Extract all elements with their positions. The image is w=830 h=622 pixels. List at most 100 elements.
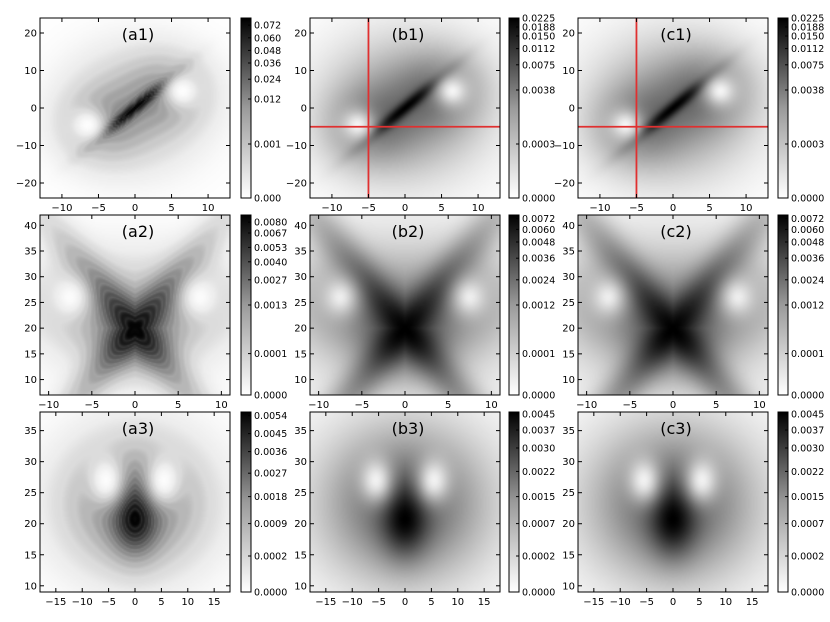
colorbar-tick-label: 0.048 xyxy=(254,46,281,57)
x-tick-label: −5 xyxy=(622,400,637,411)
colorbar-tick-label: 0.072 xyxy=(254,21,281,32)
x-tick-label: 5 xyxy=(438,203,444,214)
panel-a2: −10 −5 0 5 10 10 15 20 25 30 35 40 (a2) 0.0000 0.0001 0… xyxy=(24,214,287,411)
y-tick-label: 10 xyxy=(562,581,575,592)
x-tick-label: 5 xyxy=(158,597,164,608)
colorbar-tick-label: 0.0000 xyxy=(522,194,555,205)
colorbar xyxy=(240,411,252,593)
y-tick-label: 20 xyxy=(24,324,37,335)
heatmap-c3 xyxy=(578,412,768,592)
y-tick-label: 20 xyxy=(294,519,307,530)
panel-a3: −15 −10 −5 0 5 10 15 10 15 20 25 30 35 (a3) 0.0000 0.00… xyxy=(24,411,287,608)
colorbar-tick-label: 0.0188 xyxy=(522,23,555,34)
y-tick-label: 30 xyxy=(562,272,575,283)
y-tick-label: −20 xyxy=(554,179,575,190)
colorbar-tick-label: 0.0048 xyxy=(791,238,824,249)
y-tick-label: 20 xyxy=(24,519,37,530)
colorbar-tick-label: 0.0036 xyxy=(254,447,287,458)
colorbar-tick-label: 0.0075 xyxy=(522,60,555,71)
colorbar-tick-label: 0.0012 xyxy=(522,301,555,312)
x-tick-label: −5 xyxy=(371,597,386,608)
y-tick-label: 10 xyxy=(294,66,307,77)
y-tick-label: 15 xyxy=(24,349,37,360)
colorbar-tick-label: 0.0225 xyxy=(791,14,824,25)
x-tick-label: 10 xyxy=(472,203,485,214)
y-tick-label: 35 xyxy=(24,247,37,258)
panel-b2: −10 −5 0 5 10 10 15 20 25 30 35 40 (b2) 0.0000 0.0001 0… xyxy=(294,214,555,411)
colorbar-tick-label: 0.0053 xyxy=(254,243,287,254)
colorbar-tick-label: 0.012 xyxy=(254,95,281,106)
colorbar-tick-label: 0.0001 xyxy=(791,349,824,360)
x-tick-label: 5 xyxy=(713,400,719,411)
colorbar-tick-label: 0.036 xyxy=(254,59,281,70)
panel-c2: −10 −5 0 5 10 10 15 20 25 30 35 40 (c2) 0.0000 0.0001 0… xyxy=(562,214,824,411)
colorbar-tick-label: 0.0000 xyxy=(791,194,824,205)
y-tick-label: 40 xyxy=(562,221,575,232)
y-tick-label: 35 xyxy=(562,247,575,258)
colorbar-tick-label: 0.0024 xyxy=(791,275,824,286)
colorbar-tick-label: 0.0072 xyxy=(522,214,555,225)
x-tick-label: 5 xyxy=(445,400,451,411)
colorbar-tick-label: 0.0038 xyxy=(791,86,824,97)
x-tick-label: 0 xyxy=(132,203,138,214)
colorbar-tick-label: 0.0018 xyxy=(254,492,287,503)
panel-title: (a3) xyxy=(122,419,154,438)
y-tick-label: 30 xyxy=(24,272,37,283)
y-tick-label: 15 xyxy=(294,349,307,360)
colorbar-tick-label: 0.0030 xyxy=(522,444,555,455)
heatmap-b3 xyxy=(310,412,500,592)
colorbar-tick-label: 0.024 xyxy=(254,75,281,86)
x-tick-label: 5 xyxy=(175,400,181,411)
y-tick-label: 20 xyxy=(24,29,37,40)
colorbar-tick-label: 0.0075 xyxy=(791,60,824,71)
y-tick-label: 10 xyxy=(294,581,307,592)
colorbar xyxy=(777,411,789,593)
colorbar-tick-label: 0.0003 xyxy=(522,140,555,151)
x-tick-label: −15 xyxy=(45,597,66,608)
colorbar-tick-label: 0.0002 xyxy=(791,552,824,563)
y-tick-label: 0 xyxy=(569,104,575,115)
heatmap-b2 xyxy=(310,215,500,395)
x-tick-label: −15 xyxy=(583,597,604,608)
x-tick-label: −5 xyxy=(361,203,376,214)
y-tick-label: 35 xyxy=(294,247,307,258)
y-tick-label: 25 xyxy=(562,298,575,309)
y-tick-label: 35 xyxy=(24,426,37,437)
x-tick-label: 10 xyxy=(719,597,732,608)
x-tick-label: 10 xyxy=(202,203,215,214)
x-tick-label: −5 xyxy=(101,597,116,608)
y-tick-label: 15 xyxy=(24,550,37,561)
y-tick-label: 10 xyxy=(562,375,575,386)
colorbar-tick-label: 0.0009 xyxy=(254,519,287,530)
panel-title: (b1) xyxy=(392,25,425,44)
x-tick-label: 10 xyxy=(181,597,194,608)
y-tick-label: 20 xyxy=(294,324,307,335)
y-tick-label: 35 xyxy=(562,426,575,437)
colorbar-tick-label: 0.0040 xyxy=(254,257,287,268)
panel-title: (c2) xyxy=(660,222,691,241)
x-tick-label: −10 xyxy=(308,400,329,411)
colorbar-tick-label: 0.0112 xyxy=(522,44,555,55)
colorbar-tick-label: 0.0037 xyxy=(791,426,824,437)
colorbar-tick-label: 0.0007 xyxy=(522,519,555,530)
colorbar-tick-label: 0.0038 xyxy=(522,86,555,97)
colorbar-tick-label: 0.0045 xyxy=(791,409,824,420)
y-tick-label: 10 xyxy=(294,375,307,386)
x-tick-label: 15 xyxy=(478,597,491,608)
colorbar-tick-label: 0.0054 xyxy=(254,411,287,422)
y-tick-label: 25 xyxy=(24,298,37,309)
colorbar-tick-label: 0.0027 xyxy=(254,275,287,286)
panel-a1: −10 −5 0 5 10 −20 −10 0 10 20 (a1) 0.000 0.001 0.012 0… xyxy=(16,17,281,214)
colorbar-tick-label: 0.0024 xyxy=(522,275,555,286)
colorbar-tick-label: 0.0013 xyxy=(254,301,287,312)
x-tick-label: −5 xyxy=(629,203,644,214)
colorbar-tick-label: 0.0027 xyxy=(254,469,287,480)
x-tick-label: 10 xyxy=(753,400,766,411)
colorbar-tick-label: 0.0036 xyxy=(791,254,824,265)
y-tick-label: 25 xyxy=(294,298,307,309)
colorbar-tick-label: 0.0045 xyxy=(522,409,555,420)
x-tick-label: −5 xyxy=(639,597,654,608)
y-tick-label: 25 xyxy=(562,488,575,499)
colorbar-tick-label: 0.0067 xyxy=(254,229,287,240)
